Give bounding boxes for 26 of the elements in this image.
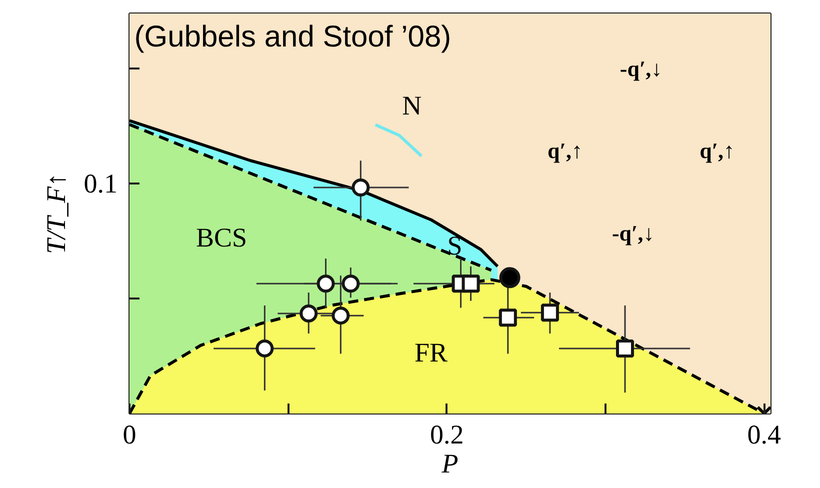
x-tick-label: 0.2 <box>430 420 464 450</box>
x-tick-label: 0 <box>122 420 136 450</box>
point <box>342 274 360 293</box>
point <box>256 339 274 358</box>
x-axis-title: P <box>440 448 458 478</box>
point <box>332 306 350 325</box>
annotation: q′,↑ <box>548 138 582 164</box>
annotation: q′,↑ <box>700 138 735 164</box>
point <box>352 178 370 197</box>
annotation: (Gubbels and Stoof ’08) <box>134 20 452 54</box>
annotation: BCS <box>196 222 248 253</box>
annotation: S <box>447 230 462 261</box>
point <box>499 267 520 288</box>
y-axis-title: T/T_F↑ <box>40 172 71 254</box>
annotation: -q′,↓ <box>612 220 654 246</box>
x-tick-label: 0.4 <box>747 420 782 450</box>
point <box>316 274 335 293</box>
point <box>540 304 559 322</box>
y-tick-label: 0.1 <box>84 168 118 199</box>
point <box>616 339 634 358</box>
annotation: N <box>402 90 422 120</box>
point <box>498 308 517 327</box>
annotation: -q′,↓ <box>620 56 662 81</box>
annotation: FR <box>414 338 448 368</box>
point <box>300 304 318 322</box>
point <box>462 274 480 293</box>
